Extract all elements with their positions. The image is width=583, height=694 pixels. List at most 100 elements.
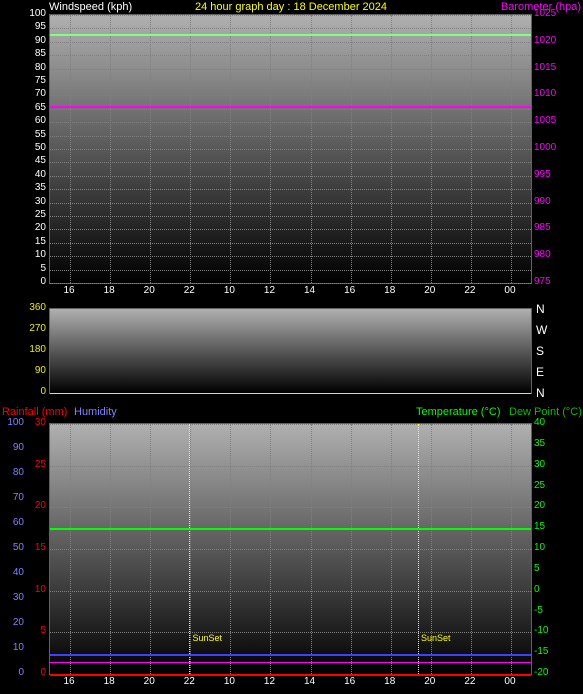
compass-label: W: [536, 323, 547, 337]
y-tick-left: 30: [24, 196, 46, 207]
gridline: [50, 82, 531, 84]
gridline: [50, 229, 531, 231]
gridline: [150, 424, 152, 674]
y-tick-left: 80: [24, 62, 46, 73]
y-tick-left: 0: [24, 276, 46, 287]
y-tick-temp: -10: [534, 625, 548, 636]
gridline: [70, 424, 72, 674]
sunset-label: SunSet: [192, 633, 222, 643]
y-tick-left: 90: [24, 35, 46, 46]
x-tick: 20: [139, 285, 159, 296]
gridline: [50, 243, 531, 245]
dewpoint-label: Dew Point (°C): [509, 406, 582, 418]
y-tick-right: 980: [534, 249, 551, 260]
gridline: [351, 424, 353, 674]
gridline: [190, 15, 192, 283]
y-tick-temp: 10: [534, 542, 545, 553]
y-tick-rainfall: 25: [29, 459, 46, 470]
series-humidity_blue: [50, 654, 531, 656]
x-tick: 16: [340, 285, 360, 296]
x-tick: 18: [380, 676, 400, 687]
series-rainfall: [50, 674, 531, 676]
x-tick: 18: [99, 285, 119, 296]
x-tick: 20: [420, 285, 440, 296]
gridline: [50, 203, 531, 205]
gridline: [50, 15, 531, 17]
gridline: [50, 466, 531, 468]
y-tick-humidity: 30: [2, 592, 24, 603]
x-tick: 12: [259, 676, 279, 687]
y-tick-right: 1020: [534, 35, 556, 46]
y-tick-right: 985: [534, 222, 551, 233]
gridline: [50, 591, 531, 593]
y-tick-right: 995: [534, 169, 551, 180]
y-tick-humidity: 80: [2, 467, 24, 478]
x-tick: 20: [420, 676, 440, 687]
y-tick-right: 1000: [534, 142, 556, 153]
x-tick: 22: [460, 285, 480, 296]
gridline: [230, 15, 232, 283]
series-winddir: [50, 393, 531, 395]
plot-area: [49, 14, 532, 284]
gridline: [70, 15, 72, 283]
y-tick-rainfall: 30: [29, 417, 46, 428]
gridline: [50, 256, 531, 258]
y-tick-humidity: 50: [2, 542, 24, 553]
gridline: [511, 424, 513, 674]
plot-area: [49, 308, 532, 394]
gridline: [50, 632, 531, 634]
y-tick-temp: -15: [534, 646, 548, 657]
x-tick: 14: [300, 676, 320, 687]
compass-label: S: [536, 344, 544, 358]
y-tick-left: 20: [24, 222, 46, 233]
y-tick-temp: -5: [534, 605, 543, 616]
compass-label: E: [536, 365, 544, 379]
gridline: [50, 69, 531, 71]
gridline: [50, 109, 531, 111]
gridline: [50, 424, 531, 426]
y-tick-left: 45: [24, 155, 46, 166]
compass-label: N: [536, 386, 545, 400]
y-tick-temp: 5: [534, 563, 540, 574]
y-tick-rainfall: 10: [29, 584, 46, 595]
y-tick-left: 25: [24, 209, 46, 220]
y-tick-left: 70: [24, 88, 46, 99]
temperature-label: Temperature (°C): [416, 406, 500, 418]
y-tick-rainfall: 0: [29, 667, 46, 678]
x-tick: 16: [340, 676, 360, 687]
x-tick: 22: [460, 676, 480, 687]
y-tick-humidity: 100: [2, 417, 24, 428]
gridline: [431, 15, 433, 283]
y-tick-left: 360: [24, 302, 46, 313]
gridline: [50, 176, 531, 178]
humidity-label: Humidity: [74, 406, 117, 418]
y-tick-left: 55: [24, 129, 46, 140]
gridline: [50, 122, 531, 124]
y-tick-temp: 20: [534, 500, 545, 511]
y-tick-left: 50: [24, 142, 46, 153]
gridline: [230, 424, 232, 674]
gridline: [50, 55, 531, 57]
compass-label: N: [536, 302, 545, 316]
series-barometer: [50, 106, 531, 108]
gridline: [50, 189, 531, 191]
y-tick-temp: 40: [534, 417, 545, 428]
y-tick-left: 180: [24, 344, 46, 355]
sunset-label: SunSet: [421, 633, 451, 643]
gridline: [311, 424, 313, 674]
gridline: [50, 136, 531, 138]
y-tick-humidity: 90: [2, 442, 24, 453]
gridline: [50, 549, 531, 551]
gridline: [511, 15, 513, 283]
series-dewpoint: [50, 662, 531, 664]
y-tick-humidity: 10: [2, 642, 24, 653]
gridline: [50, 149, 531, 151]
y-tick-temp: 0: [534, 584, 540, 595]
y-tick-temp: 25: [534, 480, 545, 491]
gridline: [270, 424, 272, 674]
x-tick: 00: [500, 285, 520, 296]
gridline: [110, 424, 112, 674]
gridline: [50, 216, 531, 218]
x-tick: 12: [259, 285, 279, 296]
gridline: [50, 162, 531, 164]
